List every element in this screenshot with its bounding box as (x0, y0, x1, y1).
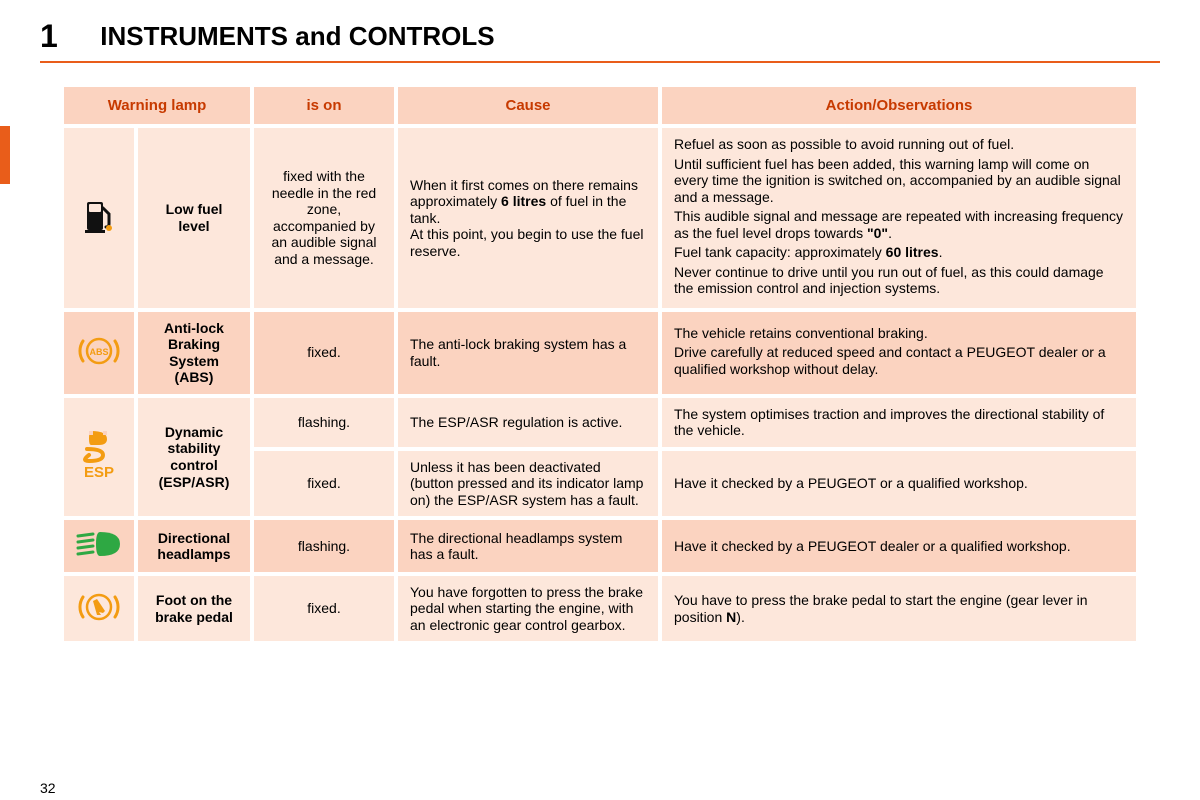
action: The system optimises traction and improv… (662, 398, 1136, 447)
table-row: ABS Anti-lock Braking System (ABS) fixed… (64, 312, 1136, 394)
is-on: fixed. (254, 312, 394, 394)
page-title: INSTRUMENTS and CONTROLS (100, 21, 494, 52)
is-on: fixed. (254, 576, 394, 642)
page-number: 32 (40, 780, 56, 796)
col-warning-lamp: Warning lamp (64, 87, 250, 124)
title-rule (40, 61, 1160, 63)
lamp-icon-cell (64, 576, 134, 642)
cause: The directional headlamps system has a f… (398, 520, 658, 572)
chapter-number: 1 (40, 18, 58, 55)
lamp-icon-cell: ESP (64, 398, 134, 517)
lamp-icon-cell (64, 128, 134, 308)
lamp-name: Dynamic stability control (ESP/ASR) (138, 398, 250, 517)
lamp-name: Foot on the brake pedal (138, 576, 250, 642)
lamp-icon-cell (64, 520, 134, 572)
action: Have it checked by a PEUGEOT dealer or a… (662, 520, 1136, 572)
svg-text:ABS: ABS (89, 347, 108, 357)
action: You have to press the brake pedal to sta… (662, 576, 1136, 642)
cause: When it first comes on there remains app… (398, 128, 658, 308)
is-on: flashing. (254, 520, 394, 572)
cause: You have forgotten to press the brake pe… (398, 576, 658, 642)
table-header-row: Warning lamp is on Cause Action/Observat… (64, 87, 1136, 124)
lamp-name: Directional headlamps (138, 520, 250, 572)
is-on: fixed with the needle in the red zone, a… (254, 128, 394, 308)
action: Refuel as soon as possible to avoid runn… (662, 128, 1136, 308)
svg-text:ESP: ESP (84, 464, 114, 481)
is-on: fixed. (254, 451, 394, 517)
table-row: Foot on the brake pedal fixed. You have … (64, 576, 1136, 642)
cause: The anti-lock braking system has a fault… (398, 312, 658, 394)
table-row: Directional headlamps flashing. The dire… (64, 520, 1136, 572)
warning-lamp-table: Warning lamp is on Cause Action/Observat… (60, 83, 1140, 645)
lamp-icon-cell: ABS (64, 312, 134, 394)
action: Have it checked by a PEUGEOT or a qualif… (662, 451, 1136, 517)
col-is-on: is on (254, 87, 394, 124)
col-cause: Cause (398, 87, 658, 124)
chapter-side-tab (0, 126, 10, 184)
lamp-name: Anti-lock Braking System (ABS) (138, 312, 250, 394)
lamp-name: Low fuel level (138, 128, 250, 308)
cause: Unless it has been deactivated (button p… (398, 451, 658, 517)
action: The vehicle retains conventional braking… (662, 312, 1136, 394)
is-on: flashing. (254, 398, 394, 447)
cause: The ESP/ASR regulation is active. (398, 398, 658, 447)
col-action: Action/Observations (662, 87, 1136, 124)
table-row: Low fuel level fixed with the needle in … (64, 128, 1136, 308)
table-row: ESP Dynamic stability control (ESP/ASR) … (64, 398, 1136, 447)
